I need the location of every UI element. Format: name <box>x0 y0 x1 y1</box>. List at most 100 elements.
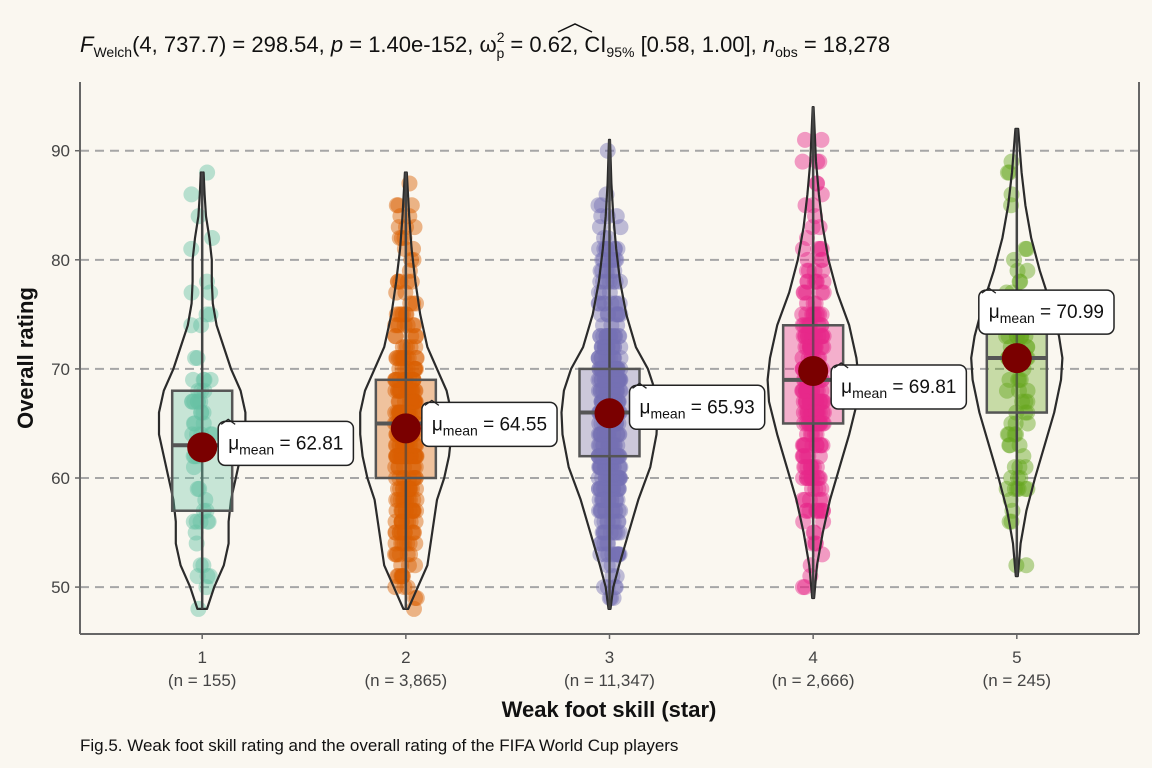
data-point <box>395 491 412 508</box>
data-point <box>598 328 615 345</box>
data-point <box>610 502 627 519</box>
data-point <box>595 480 612 497</box>
data-point <box>1018 240 1035 257</box>
data-point <box>599 306 616 323</box>
data-point <box>1019 393 1036 410</box>
subtitle-f-letter: F <box>80 32 95 57</box>
subtitle-n-value: = 18,278 <box>798 32 890 57</box>
data-point <box>815 273 832 290</box>
data-point <box>406 360 423 377</box>
subtitle-n-letter: n <box>763 32 775 57</box>
data-point <box>799 404 816 421</box>
data-point <box>598 371 615 388</box>
data-point <box>405 524 422 541</box>
data-point <box>807 404 824 421</box>
data-point <box>594 339 611 356</box>
subtitle-omega-sup: 2 <box>497 29 505 45</box>
data-point <box>595 524 612 541</box>
data-point <box>405 240 422 257</box>
data-point <box>603 491 620 508</box>
data-point <box>796 459 813 476</box>
data-point <box>604 339 621 356</box>
data-point <box>606 437 623 454</box>
data-point <box>185 371 202 388</box>
mean-label-box <box>628 384 766 431</box>
data-point <box>608 470 625 486</box>
data-point <box>593 306 610 323</box>
data-point <box>803 404 820 421</box>
data-point <box>807 328 824 345</box>
data-point <box>603 470 620 486</box>
data-point <box>201 568 218 585</box>
data-point <box>797 131 814 148</box>
data-point <box>390 350 407 366</box>
data-point <box>592 502 609 519</box>
data-point <box>600 306 617 323</box>
data-point <box>607 524 624 541</box>
data-point <box>609 306 626 323</box>
data-point <box>595 251 612 268</box>
data-point <box>388 448 405 465</box>
data-point <box>798 284 815 301</box>
data-point <box>389 568 406 585</box>
data-point <box>403 328 420 345</box>
data-point <box>391 546 408 563</box>
data-point <box>388 448 405 465</box>
data-point <box>403 393 420 410</box>
data-point <box>593 371 610 388</box>
data-point <box>407 328 424 345</box>
x-tick-labels: 1 (n = 155) 2 (n = 3,865) 3 (n = 11,347) 4 (n =… <box>168 634 1051 690</box>
data-point <box>599 208 616 225</box>
data-point <box>798 382 815 399</box>
data-point <box>407 480 424 497</box>
data-point <box>810 328 827 345</box>
data-point <box>592 459 609 476</box>
data-point <box>796 284 813 301</box>
data-point <box>590 480 607 497</box>
data-point <box>797 382 814 399</box>
data-point <box>407 448 424 465</box>
data-point <box>794 153 811 170</box>
data-point <box>811 404 828 421</box>
data-point <box>590 437 607 454</box>
data-point <box>595 382 612 399</box>
data-point <box>803 470 820 486</box>
data-point <box>593 426 610 443</box>
data-point <box>594 524 611 541</box>
data-point <box>814 437 831 454</box>
data-point <box>794 382 811 399</box>
data-point <box>600 437 617 454</box>
data-point <box>811 393 828 410</box>
x-axis-title: Weak foot skill (star) <box>502 697 717 722</box>
data-point <box>408 448 425 465</box>
data-point <box>390 459 407 476</box>
x-tick-label-4: 4 <box>808 648 817 667</box>
data-point <box>593 426 610 443</box>
data-point <box>404 502 421 519</box>
data-point <box>799 470 816 486</box>
data-point <box>813 328 830 345</box>
data-point <box>388 502 405 519</box>
data-point <box>592 328 609 345</box>
data-point <box>387 317 404 334</box>
data-point <box>610 513 627 530</box>
data-point <box>815 404 832 421</box>
data-point <box>796 437 813 454</box>
data-point <box>799 426 816 443</box>
data-point <box>593 491 610 508</box>
data-point <box>813 393 830 410</box>
y-tick-label: 60 <box>51 469 70 488</box>
data-point <box>610 480 627 497</box>
data-point <box>608 470 625 486</box>
y-tick-label: 50 <box>51 578 70 597</box>
data-point <box>609 371 626 388</box>
data-point <box>602 459 619 476</box>
data-point <box>795 382 812 399</box>
data-point <box>609 371 626 388</box>
data-point <box>609 524 626 541</box>
data-point <box>391 230 408 246</box>
data-point <box>611 371 628 388</box>
data-point <box>387 328 404 345</box>
data-point <box>595 295 612 312</box>
data-point <box>184 393 201 410</box>
